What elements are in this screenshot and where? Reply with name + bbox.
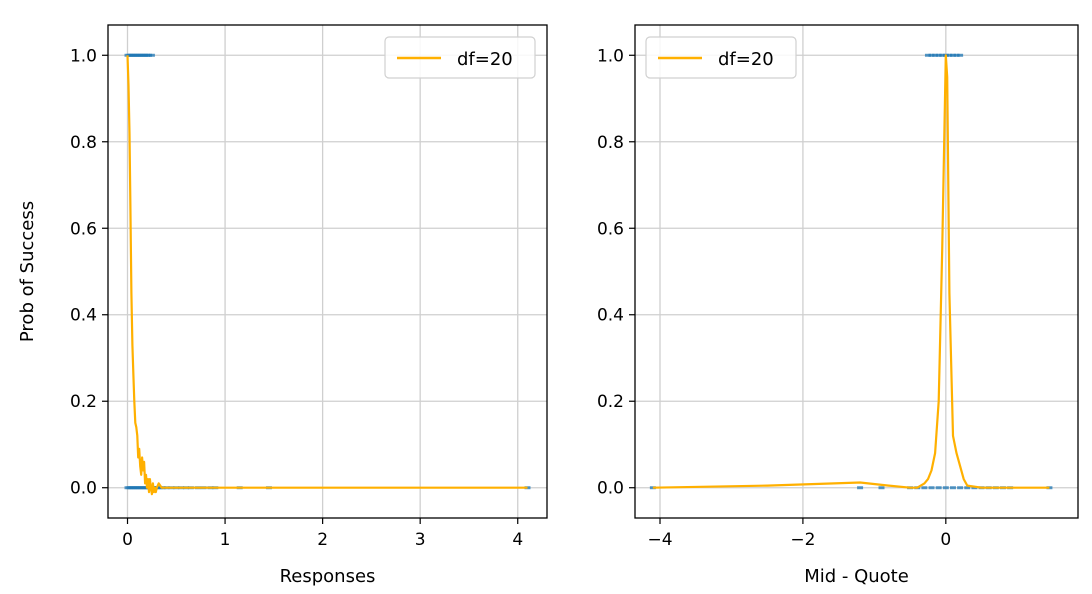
chart-responses: 0 1 2 3 4 0.0 0.2 0.4 0.6 0.8 1.0 Responses Prob of …: [17, 24, 548, 587]
x-tick-label: 3: [415, 530, 426, 550]
x-axis-label: Responses: [280, 566, 376, 587]
legend: df=20: [645, 36, 797, 79]
y-tick-label: 0.0: [597, 479, 624, 499]
y-tick-label: 0.8: [597, 133, 624, 153]
y-tick-label: 0.8: [70, 133, 97, 153]
series-line-df20: [126, 55, 528, 496]
x-axis-label: Mid - Quote: [804, 566, 909, 587]
scatter-series: [649, 53, 1053, 490]
y-tick-label: 1.0: [597, 46, 624, 66]
legend-label: df=20: [718, 49, 774, 70]
plot-frame: [107, 24, 548, 519]
y-tick-label: 0.0: [70, 479, 97, 499]
scatter-series: [124, 53, 531, 490]
x-tick-label: −4: [647, 530, 672, 550]
chart-mid-quote: −4 −2 0 0.0 0.2 0.4 0.6 0.8 1.0 Mid - Quote df=20: [597, 24, 1079, 587]
legend-box: [384, 36, 536, 79]
plot-frame: [634, 24, 1079, 519]
x-tick-label: 1: [220, 530, 231, 550]
y-axis-label: Prob of Success: [17, 201, 38, 342]
x-tick-label: −2: [790, 530, 815, 550]
y-tick-label: 0.2: [70, 392, 97, 412]
y-tick-label: 0.4: [597, 306, 624, 326]
y-tick-label: 1.0: [70, 46, 97, 66]
y-tick-label: 0.6: [597, 219, 624, 239]
x-tick-label: 4: [512, 530, 523, 550]
legend-box: [645, 36, 797, 79]
legend-label: df=20: [457, 49, 513, 70]
x-tick-label: 2: [317, 530, 328, 550]
y-tick-label: 0.4: [70, 306, 97, 326]
legend: df=20: [384, 36, 536, 79]
x-tick-label: 0: [122, 530, 133, 550]
y-tick-label: 0.6: [70, 219, 97, 239]
y-tick-label: 0.2: [597, 392, 624, 412]
x-tick-label: 0: [940, 530, 951, 550]
series-line-df20: [652, 54, 1050, 489]
